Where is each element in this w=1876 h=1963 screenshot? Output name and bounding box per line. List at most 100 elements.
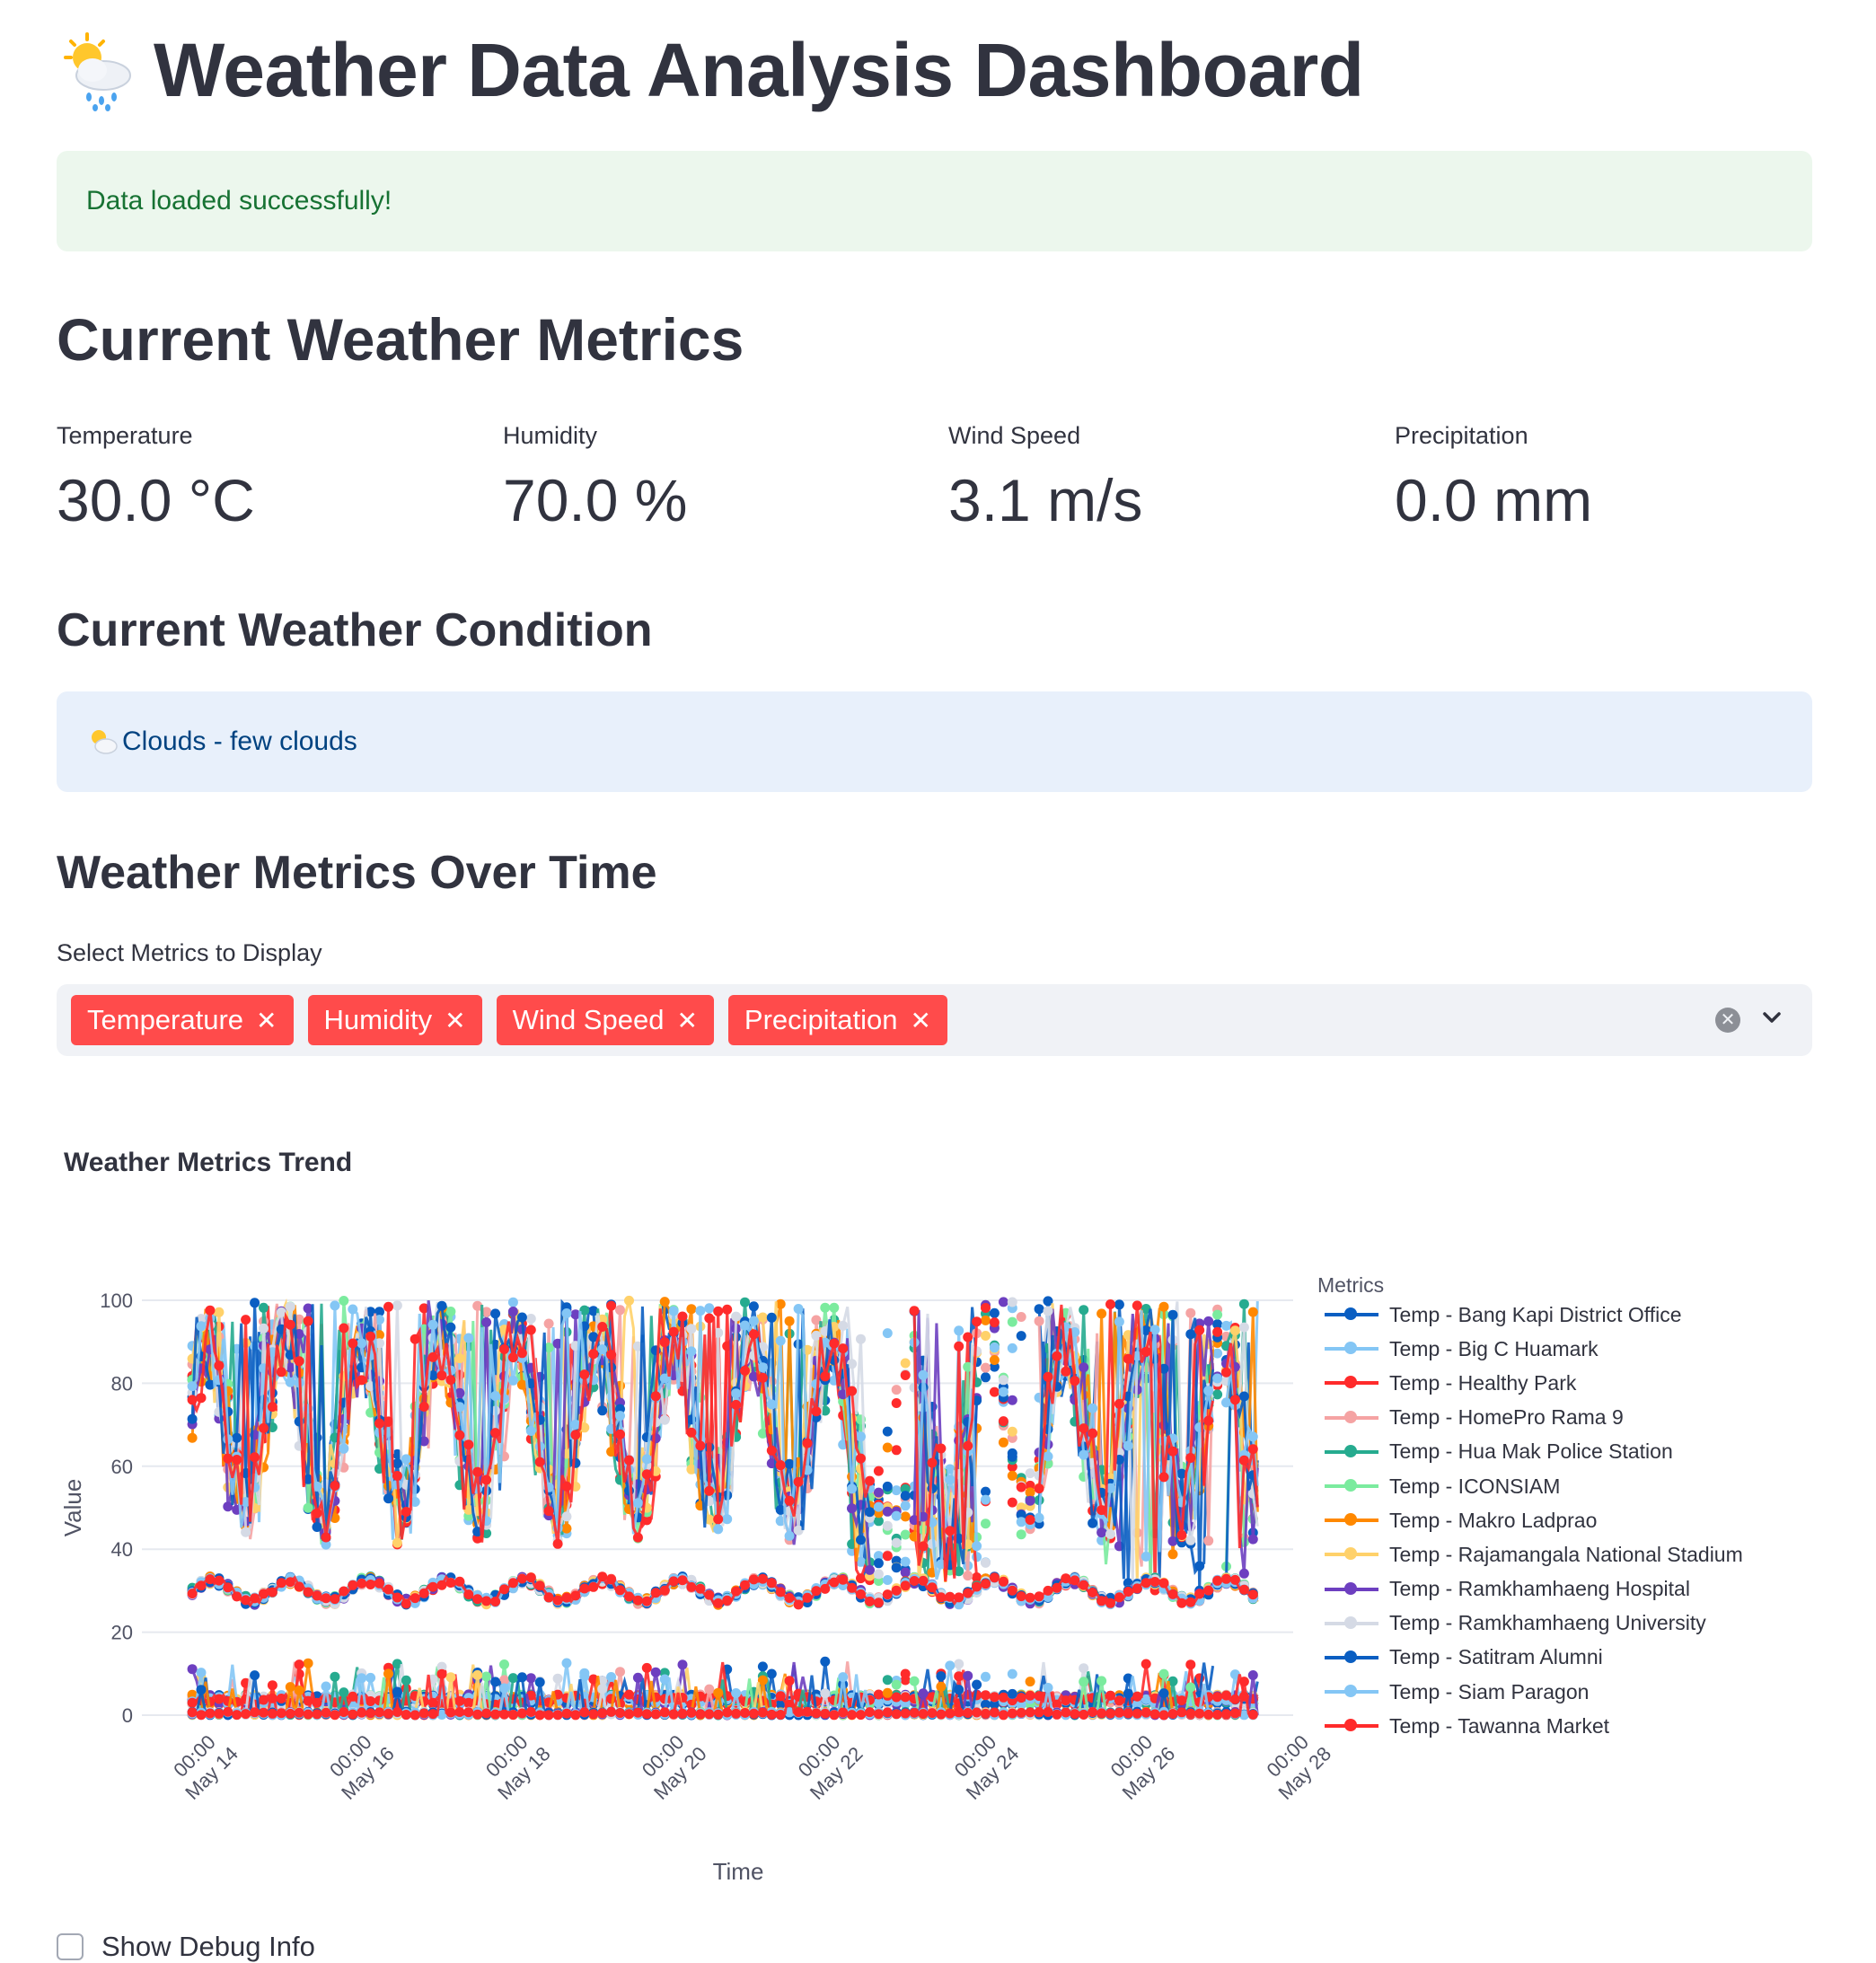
- data-point: [624, 1296, 634, 1306]
- data-point: [990, 1355, 1000, 1365]
- data-point: [1159, 1669, 1169, 1679]
- data-point: [919, 1709, 929, 1719]
- data-point: [374, 1707, 384, 1717]
- y-tick-label: 80: [111, 1372, 133, 1395]
- data-point: [704, 1486, 714, 1496]
- data-point: [731, 1312, 741, 1322]
- data-point: [892, 1538, 902, 1548]
- data-point: [295, 1659, 304, 1669]
- data-point: [1070, 1376, 1079, 1386]
- data-point: [1079, 1663, 1088, 1673]
- data-point: [472, 1467, 482, 1477]
- data-point: [990, 1342, 1000, 1352]
- data-point: [731, 1388, 741, 1398]
- data-point: [981, 1316, 991, 1325]
- data-point: [1194, 1325, 1204, 1335]
- data-point: [883, 1427, 893, 1437]
- data-point: [1123, 1441, 1133, 1451]
- data-point: [366, 1708, 375, 1718]
- data-point: [1079, 1710, 1088, 1720]
- data-point: [1026, 1691, 1035, 1701]
- data-point: [615, 1430, 625, 1439]
- data-point: [1248, 1431, 1258, 1441]
- data-point: [740, 1298, 750, 1307]
- data-point: [713, 1688, 723, 1698]
- data-point: [722, 1708, 732, 1718]
- data-point: [214, 1407, 224, 1417]
- data-point: [481, 1709, 491, 1719]
- y-tick-label: 60: [111, 1456, 133, 1478]
- data-point: [892, 1485, 902, 1495]
- data-point: [874, 1558, 884, 1568]
- data-point: [749, 1709, 759, 1719]
- data-point: [820, 1303, 830, 1313]
- data-point: [785, 1496, 795, 1506]
- data-point: [579, 1369, 589, 1379]
- data-point: [1097, 1527, 1106, 1537]
- data-point: [1141, 1708, 1151, 1718]
- data-point: [892, 1511, 902, 1521]
- data-point: [562, 1659, 572, 1668]
- data-point: [669, 1709, 679, 1719]
- data-point: [731, 1400, 741, 1410]
- data-point: [1097, 1708, 1106, 1718]
- data-point: [463, 1707, 473, 1717]
- data-point: [811, 1379, 821, 1389]
- data-point: [901, 1491, 911, 1501]
- data-point: [508, 1352, 518, 1362]
- data-point: [731, 1709, 741, 1719]
- data-point: [642, 1663, 652, 1673]
- data-point: [981, 1303, 991, 1313]
- data-point: [1176, 1695, 1186, 1705]
- data-point: [633, 1673, 643, 1683]
- data-point: [1017, 1312, 1026, 1322]
- data-point: [526, 1673, 536, 1683]
- data-point: [392, 1707, 402, 1717]
- data-point: [651, 1433, 661, 1443]
- data-point: [1212, 1374, 1222, 1384]
- data-point: [597, 1344, 607, 1354]
- data-point: [1008, 1471, 1017, 1481]
- data-point: [892, 1385, 902, 1395]
- data-point: [1088, 1707, 1097, 1717]
- data-point: [972, 1708, 982, 1718]
- data-point: [508, 1376, 518, 1386]
- data-point: [553, 1674, 563, 1684]
- data-point: [410, 1334, 420, 1344]
- data-point: [268, 1402, 277, 1412]
- data-point: [197, 1321, 207, 1331]
- data-point: [615, 1708, 625, 1718]
- data-point: [1159, 1688, 1169, 1698]
- data-point: [722, 1514, 732, 1524]
- data-point: [1079, 1423, 1088, 1433]
- y-tick-label: 40: [111, 1538, 133, 1561]
- y-tick-label: 100: [100, 1290, 133, 1312]
- data-point: [1044, 1451, 1053, 1461]
- data-point: [1221, 1397, 1231, 1407]
- data-point: [562, 1709, 572, 1719]
- data-point: [820, 1709, 830, 1719]
- data-point: [526, 1426, 536, 1436]
- data-point: [740, 1321, 750, 1331]
- data-point: [847, 1386, 857, 1396]
- data-point: [1061, 1367, 1070, 1377]
- data-point: [428, 1709, 438, 1719]
- data-point: [990, 1692, 1000, 1702]
- data-point: [1150, 1709, 1160, 1719]
- data-point: [704, 1685, 714, 1695]
- data-point: [188, 1707, 198, 1717]
- data-point: [481, 1317, 491, 1327]
- data-point: [1141, 1552, 1151, 1562]
- data-point: [990, 1317, 1000, 1327]
- y-tick-label: 0: [122, 1704, 133, 1727]
- data-point: [669, 1327, 679, 1337]
- data-point: [339, 1444, 348, 1454]
- data-point: [963, 1671, 973, 1681]
- data-point: [936, 1682, 946, 1692]
- data-point: [651, 1391, 661, 1401]
- data-point: [1203, 1316, 1213, 1326]
- data-point: [1052, 1710, 1061, 1720]
- data-point: [981, 1558, 991, 1568]
- data-point: [357, 1375, 366, 1385]
